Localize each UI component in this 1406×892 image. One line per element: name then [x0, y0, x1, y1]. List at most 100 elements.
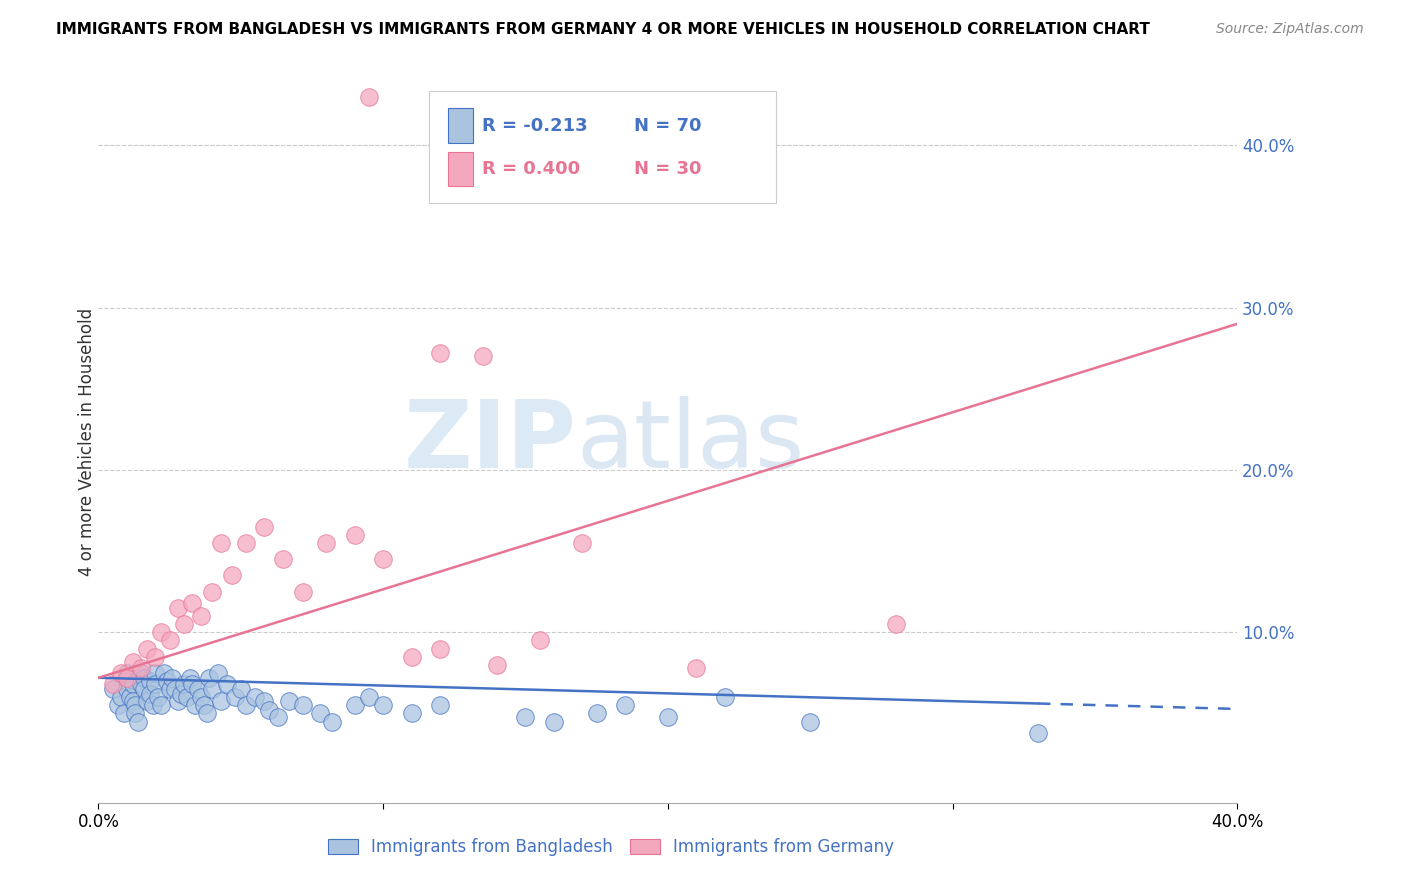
Point — [101, 677, 124, 691]
Point — [190, 690, 212, 705]
Point — [486, 657, 509, 672]
Point — [884, 617, 907, 632]
Point — [1026, 726, 1049, 740]
Point — [201, 584, 224, 599]
Point — [184, 698, 207, 713]
Point — [145, 665, 167, 680]
Text: R = -0.213: R = -0.213 — [482, 117, 588, 135]
Point — [138, 687, 160, 701]
Point — [181, 596, 204, 610]
Text: atlas: atlas — [576, 395, 806, 488]
Point — [343, 528, 366, 542]
Point — [209, 693, 232, 707]
Point — [124, 706, 146, 721]
Point — [471, 349, 494, 363]
Point — [145, 649, 167, 664]
Y-axis label: 4 or more Vehicles in Household: 4 or more Vehicles in Household — [79, 308, 96, 575]
Point — [127, 714, 149, 729]
Point — [112, 706, 135, 721]
Bar — [449, 109, 472, 143]
Point — [252, 693, 274, 707]
Point — [585, 706, 607, 721]
Point — [145, 677, 167, 691]
Point — [118, 690, 141, 705]
Point — [132, 682, 155, 697]
Point — [159, 682, 181, 697]
Point — [135, 641, 157, 656]
Point — [129, 661, 152, 675]
Point — [309, 706, 332, 721]
Point — [201, 682, 224, 697]
Text: N = 70: N = 70 — [634, 117, 702, 135]
Point — [529, 633, 551, 648]
Point — [799, 714, 821, 729]
Point — [165, 682, 187, 697]
Point — [373, 698, 395, 713]
FancyBboxPatch shape — [429, 91, 776, 203]
Text: Source: ZipAtlas.com: Source: ZipAtlas.com — [1216, 22, 1364, 37]
Point — [121, 655, 143, 669]
Point — [121, 693, 143, 707]
Point — [135, 693, 157, 707]
Point — [252, 520, 274, 534]
Point — [173, 677, 195, 691]
Point — [401, 706, 423, 721]
Point — [167, 693, 190, 707]
Point — [148, 690, 170, 705]
Point — [357, 690, 380, 705]
Point — [401, 649, 423, 664]
Point — [585, 186, 607, 201]
Point — [195, 706, 218, 721]
Point — [159, 633, 181, 648]
Point — [292, 584, 315, 599]
Point — [685, 661, 707, 675]
Point — [657, 710, 679, 724]
Point — [107, 698, 129, 713]
Point — [267, 710, 290, 724]
Point — [357, 89, 380, 103]
Point — [181, 677, 204, 691]
Point — [429, 641, 451, 656]
Point — [132, 671, 155, 685]
Text: R = 0.400: R = 0.400 — [482, 161, 581, 178]
Point — [170, 687, 193, 701]
Point — [221, 568, 243, 582]
Point — [156, 673, 179, 688]
Point — [714, 690, 737, 705]
Point — [273, 552, 295, 566]
Point — [115, 671, 138, 685]
Bar — [449, 152, 472, 186]
Text: ZIP: ZIP — [404, 395, 576, 488]
Point — [209, 536, 232, 550]
Point — [176, 690, 198, 705]
Point — [173, 617, 195, 632]
Point — [215, 677, 238, 691]
Point — [321, 714, 343, 729]
Point — [543, 714, 565, 729]
Point — [124, 698, 146, 713]
Point — [167, 601, 190, 615]
Point — [190, 609, 212, 624]
Point — [121, 677, 143, 691]
Point — [198, 671, 221, 685]
Point — [115, 673, 138, 688]
Point — [373, 552, 395, 566]
Point — [110, 665, 132, 680]
Point — [150, 698, 173, 713]
Point — [614, 698, 637, 713]
Point — [101, 682, 124, 697]
Point — [224, 690, 246, 705]
Point — [429, 698, 451, 713]
Point — [193, 698, 215, 713]
Text: N = 30: N = 30 — [634, 161, 702, 178]
Point — [187, 682, 209, 697]
Point — [153, 665, 176, 680]
Point — [179, 671, 201, 685]
Legend: Immigrants from Bangladesh, Immigrants from Germany: Immigrants from Bangladesh, Immigrants f… — [321, 831, 901, 863]
Point — [129, 677, 152, 691]
Point — [259, 703, 281, 717]
Point — [292, 698, 315, 713]
Point — [235, 698, 257, 713]
Point — [207, 665, 229, 680]
Point — [571, 536, 593, 550]
